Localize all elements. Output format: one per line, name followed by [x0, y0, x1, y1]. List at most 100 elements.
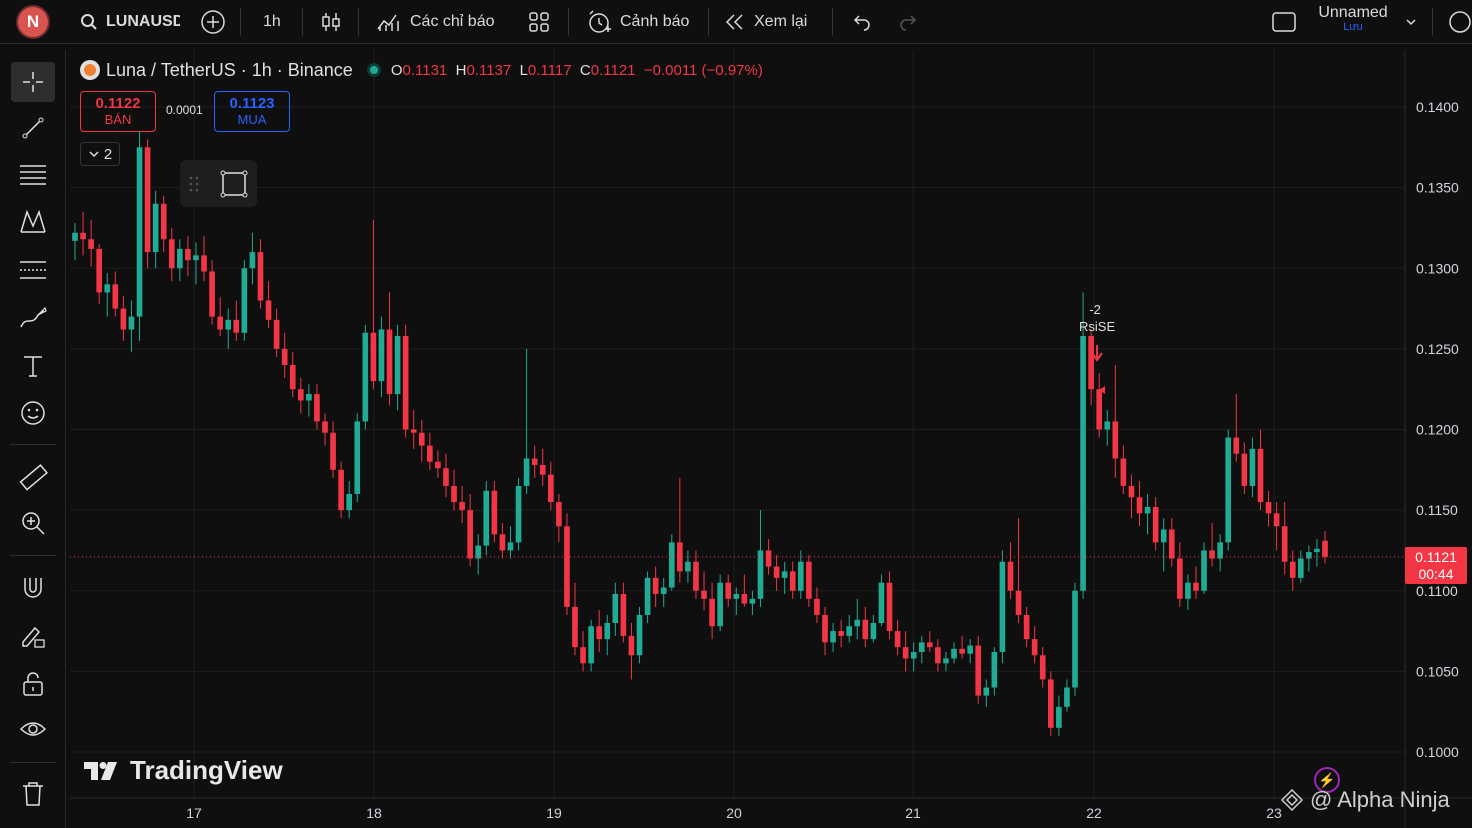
- bar-countdown: 00:44: [1418, 566, 1454, 582]
- redo-button[interactable]: [898, 0, 920, 44]
- clock-search-icon: [1449, 11, 1471, 33]
- lock-icon: [23, 672, 43, 696]
- candle-body: [306, 394, 312, 401]
- chevron-down-icon: [89, 151, 99, 158]
- crosshair-tool[interactable]: [11, 62, 55, 102]
- search-icon: [81, 14, 97, 30]
- user-avatar[interactable]: N: [16, 5, 50, 39]
- candle-body: [773, 566, 780, 578]
- indicators-collapse-button[interactable]: 2: [80, 142, 120, 166]
- measure-tool[interactable]: [11, 458, 55, 498]
- legend-title[interactable]: Luna / TetherUS · 1h · Binance: [106, 59, 353, 80]
- toolbar-divider: [708, 8, 709, 36]
- indicators-button[interactable]: Các chỉ báo: [376, 0, 495, 44]
- candle-body: [185, 248, 191, 261]
- x-tick-label: 19: [546, 805, 562, 821]
- drag-handle-icon[interactable]: [188, 175, 200, 193]
- candle-body: [144, 147, 151, 253]
- candle-body: [894, 631, 901, 648]
- chart-pane[interactable]: 0.1400 0.1350 0.1300 0.1250 0.1200 0.1150 0.11…: [70, 50, 1472, 828]
- sell-button[interactable]: 0.1122 BÁN: [80, 91, 156, 132]
- tradingview-logo[interactable]: TradingView: [84, 755, 283, 786]
- lock-all-tool[interactable]: [11, 664, 55, 704]
- emoji-tool[interactable]: [11, 393, 55, 433]
- pattern-tool[interactable]: [11, 202, 55, 242]
- forecast-tool[interactable]: [11, 250, 55, 290]
- lock-drawings-tool[interactable]: [11, 616, 55, 656]
- remove-drawings-tool[interactable]: [11, 774, 55, 814]
- undo-button[interactable]: [850, 0, 872, 44]
- candle-body: [1072, 590, 1078, 688]
- brush-tool[interactable]: [11, 298, 55, 338]
- y-tick-label: 0.1050: [1416, 663, 1459, 679]
- layout-checkbox[interactable]: [1271, 0, 1297, 44]
- candle-body: [257, 252, 264, 301]
- alerts-button[interactable]: Cảnh báo: [586, 0, 689, 44]
- zoom-in-icon: [22, 512, 45, 535]
- templates-button[interactable]: [528, 0, 550, 44]
- y-tick-label: 0.1150: [1416, 502, 1458, 518]
- symbol-search-button[interactable]: LUNAUSD: [80, 0, 180, 44]
- layout-name-button[interactable]: Unnamed Lưu: [1310, 4, 1396, 33]
- candle-body: [273, 319, 280, 349]
- sell-label: BÁN: [104, 112, 132, 127]
- replay-button[interactable]: Xem lại: [724, 0, 807, 44]
- floating-drawing-toolbar: [180, 160, 257, 207]
- ruler-icon: [19, 464, 48, 491]
- watermark-text: @ Alpha Ninja: [1310, 787, 1450, 812]
- candle-body: [80, 232, 86, 240]
- candle-body: [1015, 590, 1022, 615]
- candle-body: [1185, 582, 1191, 599]
- buy-button[interactable]: 0.1123 MUA: [214, 91, 290, 132]
- candle-body: [596, 626, 603, 640]
- candle-body: [314, 394, 320, 422]
- compare-symbol-button[interactable]: [200, 0, 226, 44]
- bolt-icon[interactable]: ⚡: [1314, 767, 1340, 793]
- trash-icon: [23, 782, 43, 806]
- candle-body: [1322, 540, 1328, 557]
- candle-body: [370, 332, 377, 382]
- open-value: 0.1131: [402, 61, 448, 79]
- luna-coin-icon: [80, 60, 100, 80]
- zoom-tool[interactable]: [11, 503, 55, 543]
- candle-body: [330, 432, 336, 470]
- top-toolbar: N LUNAUSD 1h Các chỉ báo Cảnh báo Xem lạ…: [0, 0, 1472, 44]
- candle-body: [177, 248, 183, 269]
- rectangle-select-icon[interactable]: [218, 168, 250, 200]
- candle-body: [1289, 561, 1296, 578]
- last-price-tag: 0.1121 00:44: [1405, 547, 1467, 584]
- candle-body: [741, 593, 748, 604]
- candle-body: [418, 432, 425, 446]
- candle-body: [797, 561, 804, 591]
- candle-body: [1177, 558, 1183, 599]
- high-label: H: [455, 61, 467, 79]
- layout-name: Unnamed: [1318, 4, 1388, 21]
- candle-body: [846, 626, 853, 636]
- last-price: 0.1121: [1415, 549, 1457, 565]
- candle-body: [1031, 639, 1038, 656]
- price-chart[interactable]: 0.1400 0.1350 0.1300 0.1250 0.1200 0.1150 0.11…: [70, 50, 1472, 828]
- quick-search-button[interactable]: [1446, 0, 1472, 44]
- candle-body: [870, 623, 877, 640]
- candle-body: [1104, 421, 1111, 430]
- toolbar-divider: [302, 8, 303, 36]
- trendline-tool[interactable]: [11, 108, 55, 148]
- fib-tool[interactable]: [11, 155, 55, 195]
- candle-body: [822, 614, 828, 643]
- layout-menu-button[interactable]: [1404, 0, 1418, 44]
- y-tick-label: 0.1300: [1416, 260, 1459, 276]
- candle-body: [564, 526, 570, 607]
- candle-body: [483, 490, 490, 546]
- candle-body: [136, 147, 143, 317]
- candle-body: [152, 203, 159, 253]
- candle-body: [1249, 448, 1256, 486]
- interval-button[interactable]: 1h: [263, 0, 281, 44]
- magnet-tool[interactable]: [11, 568, 55, 608]
- hide-drawings-tool[interactable]: [11, 710, 55, 750]
- chart-type-button[interactable]: [320, 0, 342, 44]
- market-open-icon: [366, 63, 381, 77]
- candle-body: [378, 329, 385, 382]
- text-tool[interactable]: [11, 346, 55, 386]
- candle-body: [725, 582, 732, 599]
- y-tick-label: 0.1250: [1416, 341, 1459, 357]
